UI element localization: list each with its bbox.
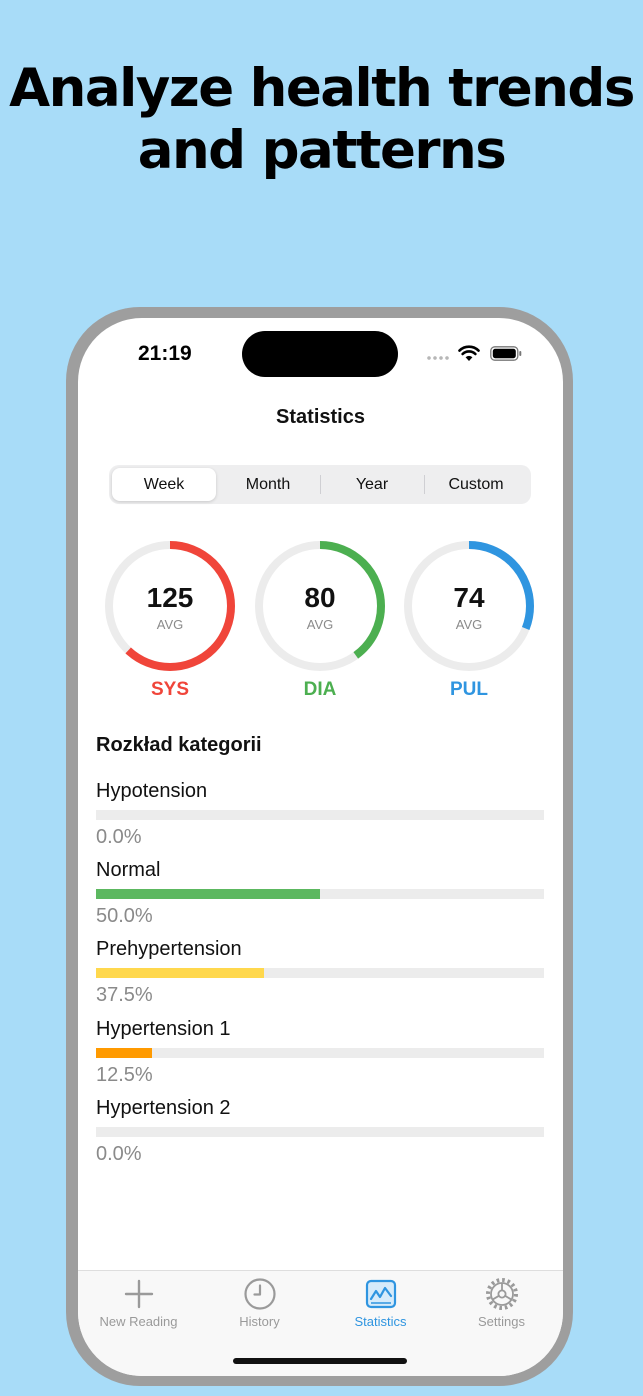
status-time: 21:19 <box>138 342 192 365</box>
category-prehypertension: Prehypertension 37.5% <box>96 938 544 1016</box>
category-bar-track <box>96 1127 544 1137</box>
pul-ring-arc <box>404 541 534 671</box>
dia-avg-caption: AVG <box>306 617 334 632</box>
battery-icon <box>490 346 522 361</box>
tab-statistics[interactable]: Statistics <box>320 1271 441 1341</box>
cellular-signal-icon <box>426 356 450 360</box>
tab-label: New Reading <box>99 1314 178 1329</box>
gauge-sys: 125 AVG <box>102 538 238 674</box>
segment-divider <box>320 475 321 494</box>
tab-settings[interactable]: Settings <box>441 1271 562 1341</box>
category-hypotension: Hypotension 0.0% <box>96 780 544 858</box>
plus-icon <box>124 1279 154 1309</box>
period-segmented-control: Week Month Year Custom <box>109 465 531 504</box>
pul-average-value: 74 <box>453 582 485 613</box>
tab-label: Settings <box>478 1314 525 1329</box>
pul-label: PUL <box>450 679 488 700</box>
sys-label: SYS <box>150 679 190 700</box>
category-name: Hypertension 2 <box>96 1097 231 1119</box>
category-name: Hypotension <box>96 780 208 802</box>
dia-ring <box>255 541 385 671</box>
headline-line-1: Analyze health trends <box>9 58 635 119</box>
clock-icon <box>244 1278 276 1310</box>
dia-average-value: 80 <box>304 582 336 613</box>
category-distribution-title: Rozkład kategorii <box>96 734 262 756</box>
category-bar-track <box>96 810 544 820</box>
gauge-dia: 80 AVG <box>252 538 388 674</box>
sys-ring-arc <box>105 541 235 671</box>
category-bar-fill <box>96 889 320 899</box>
wifi-icon <box>458 345 480 361</box>
chart-icon <box>365 1279 397 1309</box>
sys-ring <box>105 541 235 671</box>
page-title: Statistics <box>276 406 365 428</box>
gauge-pul: 74 AVG <box>401 538 537 674</box>
category-bar-fill <box>96 1048 152 1058</box>
category-percent: 12.5% <box>96 1064 153 1086</box>
tab-label: History <box>239 1314 280 1329</box>
category-bar-track <box>96 889 544 899</box>
dynamic-island <box>242 331 398 377</box>
category-hypertension-1: Hypertension 1 12.5% <box>96 1018 544 1096</box>
category-bar-fill <box>96 968 264 978</box>
dia-label: DIA <box>303 679 337 700</box>
category-normal: Normal 50.0% <box>96 859 544 937</box>
segment-custom[interactable]: Custom <box>448 476 504 493</box>
gear-icon <box>486 1278 518 1310</box>
pul-ring <box>404 541 534 671</box>
tab-new-reading[interactable]: New Reading <box>78 1271 199 1341</box>
category-percent: 37.5% <box>96 984 153 1006</box>
category-name: Prehypertension <box>96 938 242 960</box>
category-bar-track <box>96 968 544 978</box>
category-percent: 50.0% <box>96 905 153 927</box>
segment-week[interactable]: Week <box>112 468 216 501</box>
category-name: Normal <box>96 859 161 881</box>
segment-month[interactable]: Month <box>245 476 291 493</box>
tab-history[interactable]: History <box>199 1271 320 1341</box>
sys-avg-caption: AVG <box>156 617 184 632</box>
category-bar-track <box>96 1048 544 1058</box>
home-indicator <box>233 1358 407 1364</box>
promo-headline: Analyze health trends and patterns <box>0 58 643 182</box>
category-percent: 0.0% <box>96 1143 142 1165</box>
segment-divider <box>424 475 425 494</box>
phone-screen: 21:19 Statistics Week Month Year Custom … <box>78 318 563 1376</box>
dia-ring-arc <box>255 541 385 671</box>
category-hypertension-2: Hypertension 2 0.0% <box>96 1097 544 1175</box>
sys-average-value: 125 <box>146 582 194 613</box>
category-percent: 0.0% <box>96 826 142 848</box>
segment-year[interactable]: Year <box>355 476 389 493</box>
tab-label: Statistics <box>354 1314 407 1329</box>
category-name: Hypertension 1 <box>96 1018 231 1040</box>
pul-avg-caption: AVG <box>455 617 483 632</box>
headline-line-2: and patterns <box>137 120 507 181</box>
